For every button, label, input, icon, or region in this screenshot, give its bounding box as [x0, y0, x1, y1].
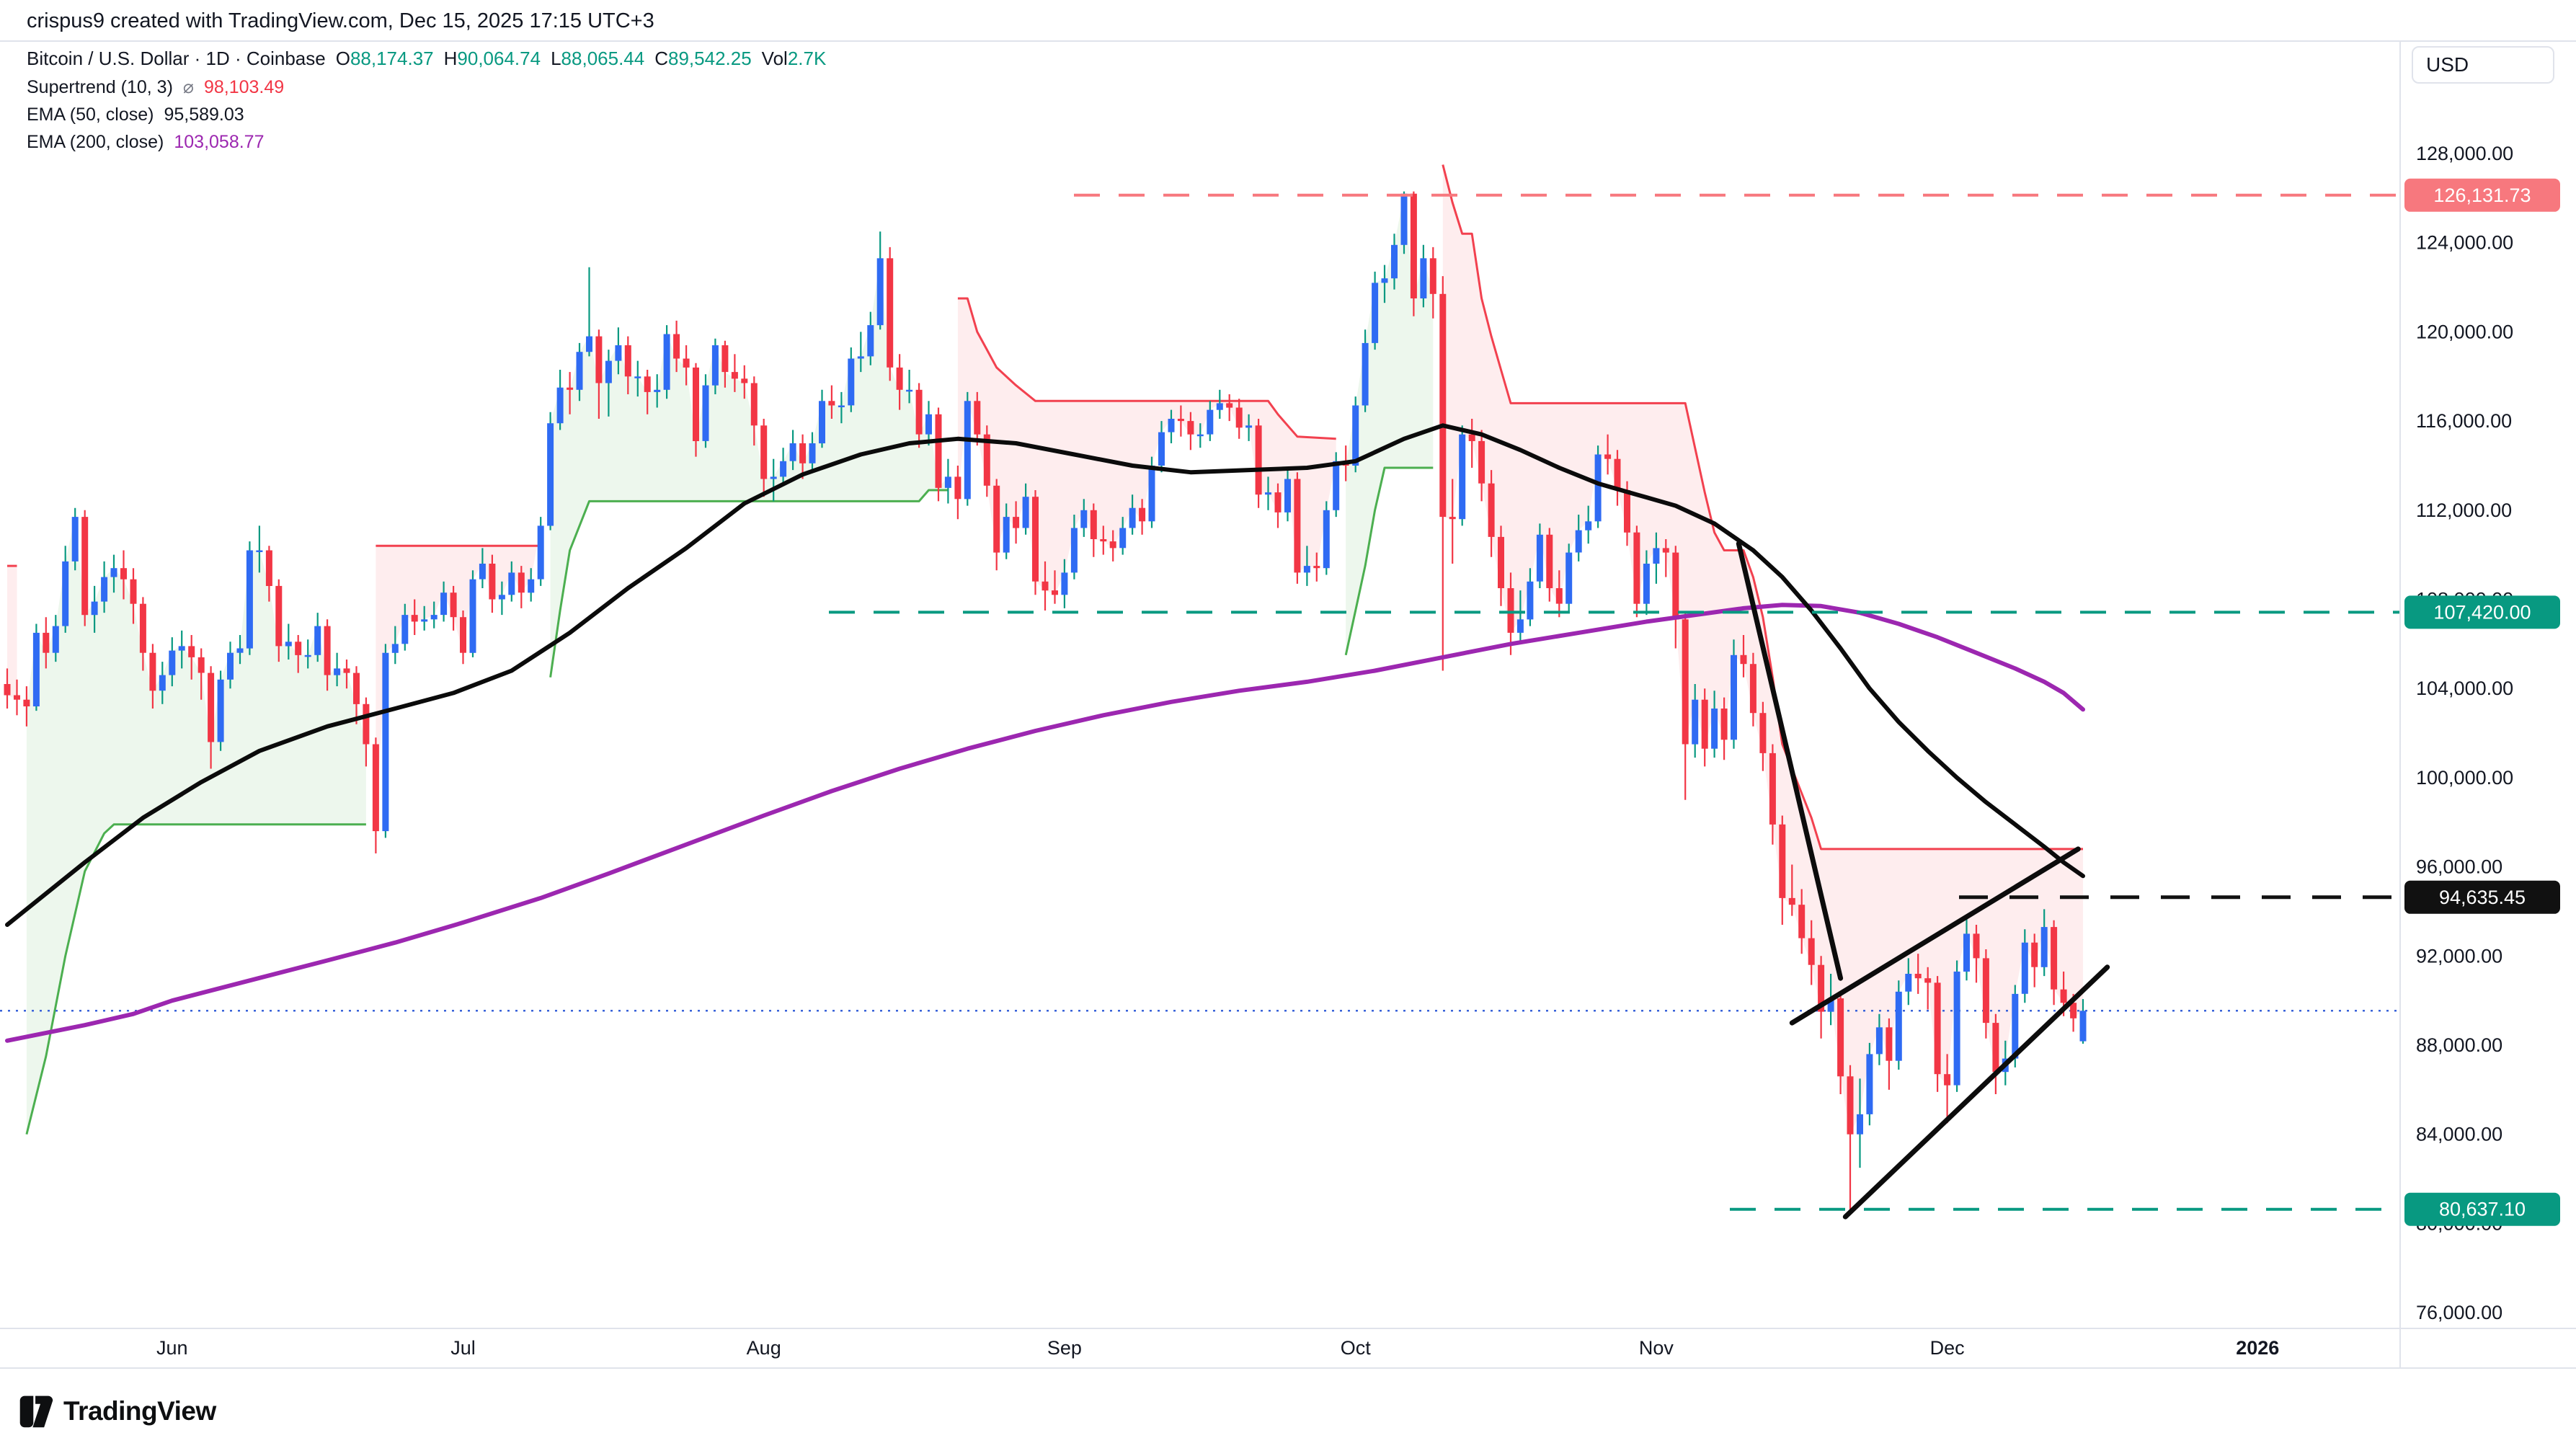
- currency-unit-button[interactable]: USD: [2412, 46, 2554, 84]
- tradingview-logo[interactable]: TradingView: [17, 1393, 216, 1430]
- credit-line: crispus9 created with TradingView.com, D…: [27, 9, 654, 32]
- tradingview-logo-text: TradingView: [63, 1396, 216, 1426]
- indicator-row-ema50[interactable]: EMA (50, close) 95,589.03: [27, 105, 826, 125]
- svg-text:Jun: Jun: [156, 1337, 188, 1359]
- indicator-name: EMA (200, close): [27, 132, 164, 152]
- ohlc-close: C89,542.25: [654, 48, 752, 69]
- tradingview-logo-icon: [19, 1395, 53, 1428]
- svg-text:100,000.00: 100,000.00: [2416, 767, 2513, 789]
- svg-text:88,000.00: 88,000.00: [2416, 1034, 2502, 1056]
- svg-text:124,000.00: 124,000.00: [2416, 232, 2513, 254]
- chart-legend: Bitcoin / U.S. Dollar · 1D · Coinbase O8…: [27, 48, 826, 153]
- indicator-value: 95,589.03: [164, 105, 244, 125]
- candles-layer: [4, 191, 2087, 1209]
- indicator-value: 103,058.77: [174, 132, 265, 152]
- svg-text:Sep: Sep: [1047, 1337, 1082, 1359]
- trend-line[interactable]: [1789, 846, 2081, 1026]
- svg-text:120,000.00: 120,000.00: [2416, 321, 2513, 342]
- indicator-row-ema200[interactable]: EMA (200, close) 103,058.77: [27, 132, 826, 153]
- symbol-row[interactable]: Bitcoin / U.S. Dollar · 1D · Coinbase O8…: [27, 48, 826, 70]
- svg-text:107,420.00: 107,420.00: [2433, 601, 2531, 623]
- svg-text:2026: 2026: [2236, 1337, 2279, 1359]
- ema50-line: [5, 423, 2085, 927]
- svg-text:94,635.45: 94,635.45: [2439, 887, 2526, 908]
- svg-text:Oct: Oct: [1341, 1337, 1372, 1359]
- svg-text:112,000.00: 112,000.00: [2416, 500, 2512, 521]
- indicator-row-supertrend[interactable]: Supertrend (10, 3) ⌀ 98,103.49: [27, 76, 826, 98]
- time-axis[interactable]: Jun Jul Aug Sep Oct Nov Dec 2026: [156, 1337, 2279, 1359]
- ohlc-high: H90,064.74: [443, 48, 541, 69]
- trend-line[interactable]: [1736, 541, 1844, 981]
- svg-text:80,637.10: 80,637.10: [2439, 1199, 2526, 1220]
- svg-text:Jul: Jul: [450, 1337, 476, 1359]
- svg-text:84,000.00: 84,000.00: [2416, 1124, 2502, 1145]
- symbol-title: Bitcoin / U.S. Dollar · 1D · Coinbase: [27, 48, 326, 69]
- svg-text:Dec: Dec: [1930, 1337, 1965, 1359]
- indicator-value: 98,103.49: [203, 77, 285, 97]
- svg-text:96,000.00: 96,000.00: [2416, 856, 2502, 878]
- trend-line[interactable]: [1842, 964, 2110, 1220]
- svg-text:92,000.00: 92,000.00: [2416, 945, 2502, 967]
- svg-text:128,000.00: 128,000.00: [2416, 143, 2513, 164]
- svg-text:116,000.00: 116,000.00: [2416, 410, 2512, 432]
- avg-symbol: ⌀: [182, 77, 194, 97]
- ohlc-open: O88,174.37: [335, 48, 434, 69]
- svg-text:104,000.00: 104,000.00: [2416, 678, 2513, 699]
- svg-text:76,000.00: 76,000.00: [2416, 1302, 2502, 1323]
- svg-text:126,131.73: 126,131.73: [2433, 185, 2531, 206]
- indicator-name: Supertrend (10, 3): [27, 77, 173, 97]
- svg-text:Aug: Aug: [747, 1337, 781, 1359]
- indicator-name: EMA (50, close): [27, 105, 154, 125]
- price-label-boxes: 126,131.73 107,420.00 94,635.45 80,637.10: [2404, 178, 2560, 1226]
- svg-text:Nov: Nov: [1639, 1337, 1674, 1359]
- ohlc-low: L88,065.44: [551, 48, 645, 69]
- currency-unit-label: USD: [2426, 53, 2469, 76]
- volume: Vol2.7K: [761, 48, 827, 69]
- ema200-line: [5, 603, 2085, 1043]
